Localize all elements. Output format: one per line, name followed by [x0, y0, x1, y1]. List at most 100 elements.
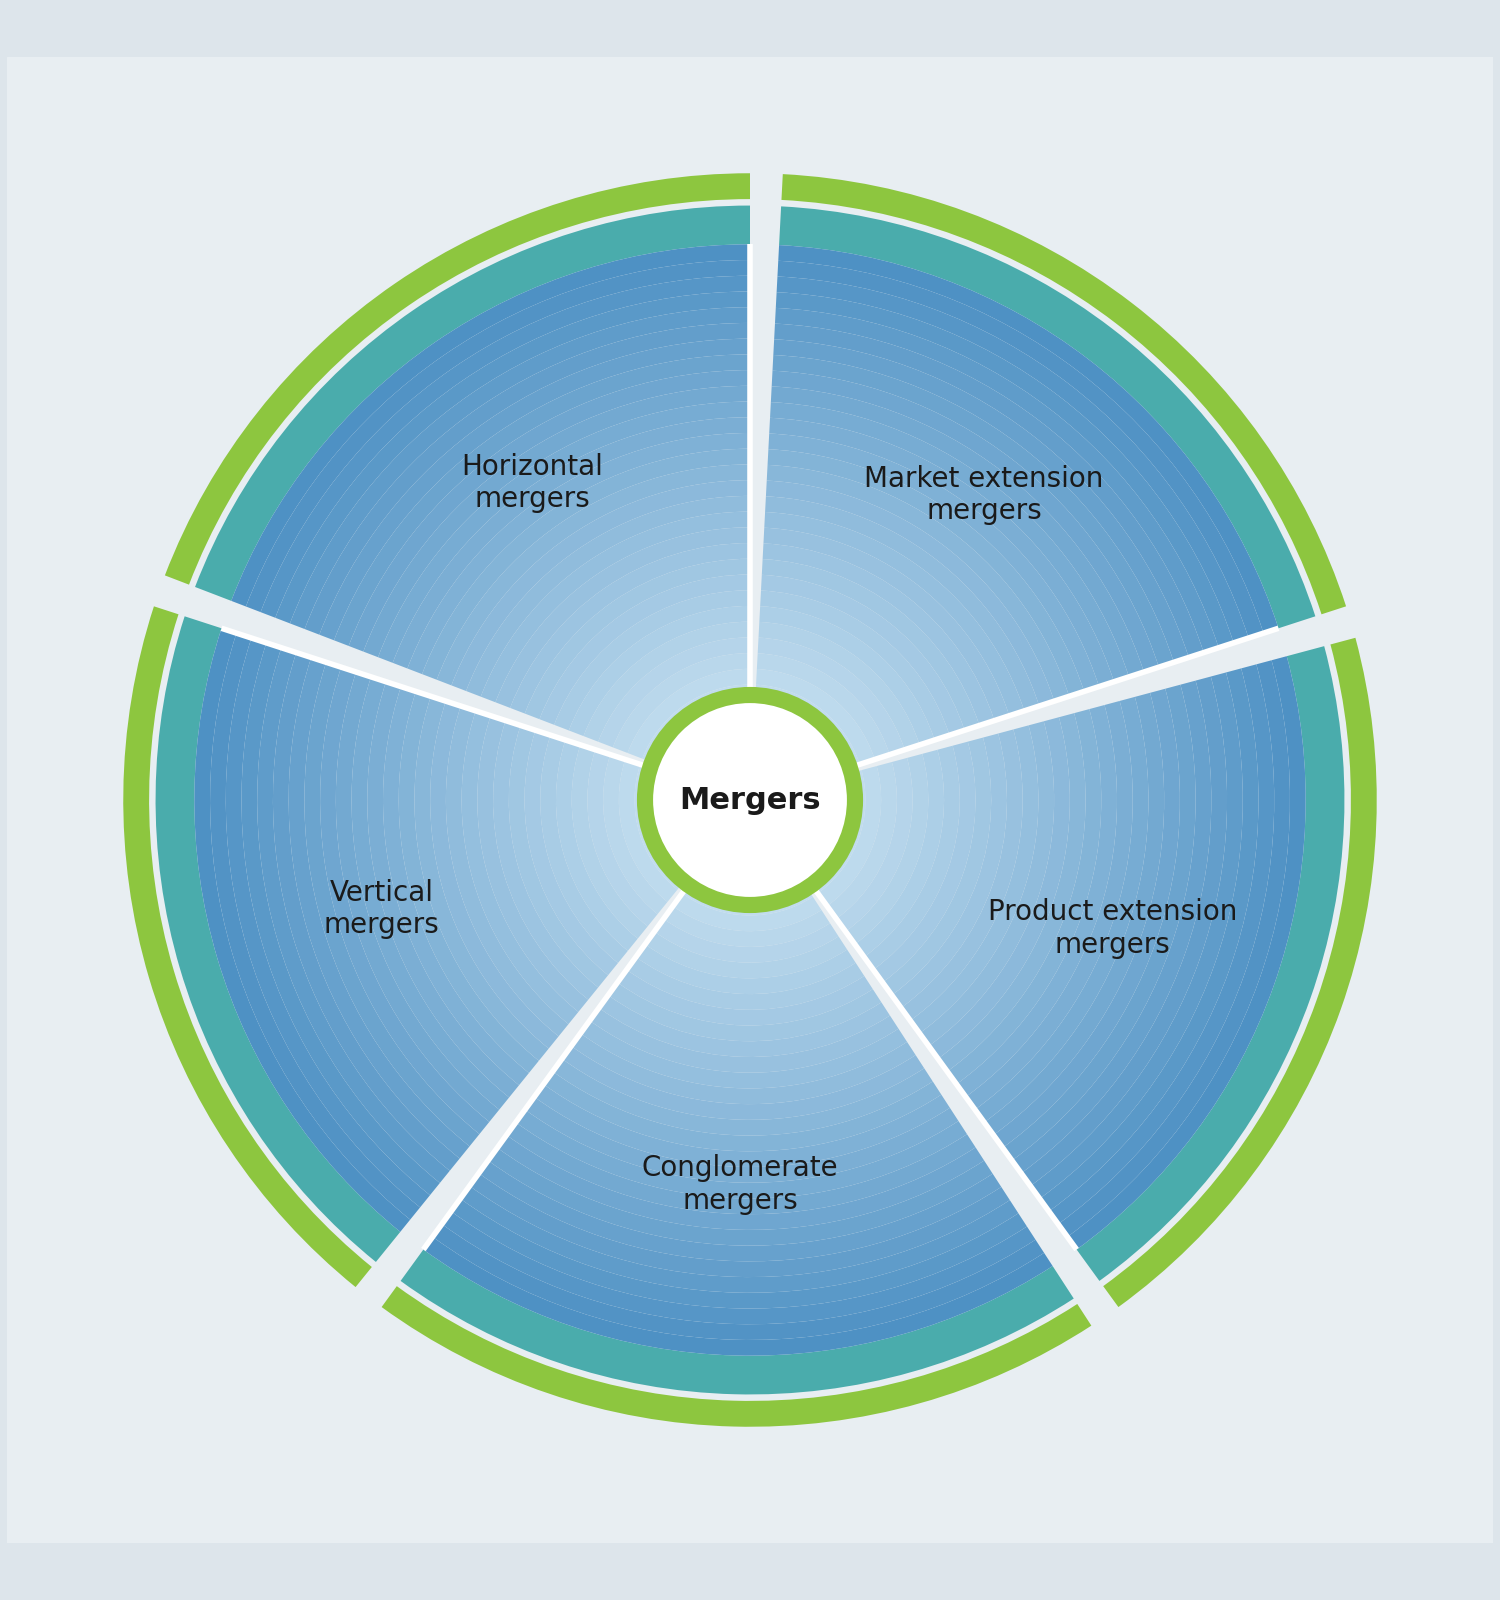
Wedge shape [774, 339, 1190, 662]
Wedge shape [910, 725, 1038, 1034]
Wedge shape [800, 774, 849, 880]
Circle shape [638, 686, 862, 914]
Wedge shape [572, 746, 648, 939]
Wedge shape [645, 931, 848, 978]
Wedge shape [957, 706, 1118, 1098]
Wedge shape [210, 634, 420, 1219]
Wedge shape [256, 648, 450, 1182]
Wedge shape [618, 970, 873, 1026]
Wedge shape [1022, 677, 1227, 1186]
Wedge shape [938, 714, 1086, 1072]
Wedge shape [778, 245, 1278, 634]
Wedge shape [482, 512, 750, 702]
Wedge shape [288, 658, 470, 1158]
Wedge shape [1077, 646, 1344, 1282]
Wedge shape [657, 701, 750, 770]
Wedge shape [776, 293, 1233, 648]
Wedge shape [246, 261, 750, 613]
Wedge shape [510, 542, 750, 714]
Wedge shape [509, 725, 608, 987]
Wedge shape [754, 701, 844, 774]
Text: Mergers: Mergers [680, 786, 820, 814]
Wedge shape [864, 746, 960, 970]
Wedge shape [634, 765, 687, 890]
Wedge shape [846, 754, 928, 944]
Wedge shape [777, 277, 1248, 643]
Wedge shape [436, 464, 750, 685]
Wedge shape [827, 762, 897, 918]
Wedge shape [156, 616, 401, 1262]
Wedge shape [477, 715, 588, 1011]
Wedge shape [760, 574, 964, 734]
Text: Market extension
mergers: Market extension mergers [864, 464, 1104, 525]
Wedge shape [892, 733, 1007, 1008]
Wedge shape [1102, 638, 1377, 1307]
Wedge shape [1013, 680, 1212, 1173]
Wedge shape [674, 893, 822, 931]
Wedge shape [516, 1110, 968, 1198]
Wedge shape [782, 174, 1346, 614]
Wedge shape [336, 672, 500, 1122]
Wedge shape [382, 686, 530, 1085]
Wedge shape [478, 1160, 1002, 1261]
Wedge shape [470, 1173, 1010, 1277]
Wedge shape [765, 512, 1024, 715]
Wedge shape [399, 691, 538, 1074]
Wedge shape [422, 448, 750, 680]
Wedge shape [460, 1186, 1019, 1293]
Wedge shape [966, 701, 1132, 1110]
Wedge shape [488, 1147, 993, 1246]
Wedge shape [368, 682, 519, 1098]
Wedge shape [759, 622, 920, 750]
Wedge shape [494, 720, 598, 1000]
Wedge shape [554, 1059, 933, 1136]
Wedge shape [946, 709, 1101, 1085]
Wedge shape [608, 982, 882, 1042]
Wedge shape [525, 730, 618, 976]
Wedge shape [818, 766, 880, 906]
Wedge shape [627, 957, 864, 1010]
Wedge shape [534, 1085, 950, 1166]
Wedge shape [598, 995, 890, 1058]
Wedge shape [837, 758, 912, 931]
Wedge shape [123, 606, 372, 1286]
Wedge shape [320, 667, 489, 1134]
Wedge shape [766, 480, 1054, 706]
Wedge shape [525, 1098, 958, 1182]
Wedge shape [756, 669, 874, 765]
Wedge shape [452, 1198, 1028, 1309]
Wedge shape [1058, 661, 1290, 1237]
Wedge shape [682, 880, 813, 915]
Wedge shape [540, 734, 628, 963]
Wedge shape [442, 1211, 1035, 1325]
Wedge shape [762, 558, 980, 730]
Wedge shape [290, 307, 750, 629]
Wedge shape [584, 622, 750, 742]
Wedge shape [554, 590, 750, 731]
Wedge shape [975, 698, 1149, 1122]
Wedge shape [351, 677, 508, 1110]
Wedge shape [588, 750, 657, 926]
Wedge shape [620, 760, 678, 902]
Wedge shape [765, 496, 1040, 710]
Wedge shape [320, 339, 750, 640]
Wedge shape [603, 755, 668, 914]
Wedge shape [764, 528, 1010, 720]
Wedge shape [242, 643, 440, 1195]
Wedge shape [598, 637, 750, 747]
Wedge shape [400, 1250, 1074, 1395]
Wedge shape [777, 261, 1263, 638]
Wedge shape [414, 696, 549, 1061]
Wedge shape [273, 653, 459, 1171]
Wedge shape [363, 386, 750, 658]
Wedge shape [543, 1072, 942, 1152]
Wedge shape [378, 402, 750, 662]
Text: Vertical
mergers: Vertical mergers [324, 878, 440, 939]
Wedge shape [525, 558, 750, 718]
Wedge shape [663, 906, 830, 947]
Wedge shape [770, 418, 1114, 686]
Wedge shape [556, 741, 638, 950]
Wedge shape [195, 205, 750, 602]
Wedge shape [430, 701, 558, 1048]
Wedge shape [758, 653, 890, 760]
